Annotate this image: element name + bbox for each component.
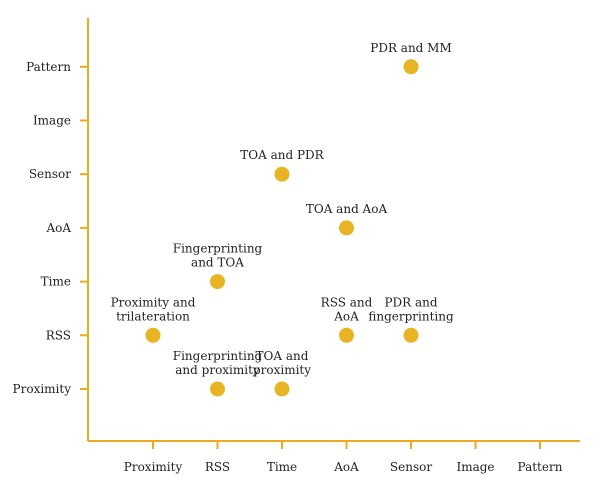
data-label: trilateration [116, 309, 190, 323]
data-point [210, 381, 225, 397]
data-point [339, 220, 354, 236]
x-tick-label: Time [267, 460, 297, 474]
x-tick-label: Sensor [390, 460, 432, 474]
y-tick-label: Image [33, 114, 71, 128]
data-label: AoA [333, 309, 359, 323]
x-tick-label: RSS [205, 460, 230, 474]
y-tick-label: Pattern [26, 60, 71, 74]
data-point [403, 59, 419, 75]
data-label: TOA and [256, 349, 309, 363]
axes: Proximity RSS Time AoA Sensor Image Pattern Pro… [13, 18, 580, 474]
data-point [339, 327, 354, 343]
y-tick-label: Proximity [13, 382, 72, 396]
data-label: proximity [253, 363, 311, 377]
x-tick-label: Pattern [518, 460, 563, 474]
data-point [145, 327, 161, 343]
data-label: PDR and MM [370, 41, 452, 55]
data-label: TOA and AoA [306, 202, 388, 216]
data-label: and proximity [175, 363, 260, 377]
y-tick-label: AoA [45, 221, 71, 235]
data-point [210, 274, 225, 290]
data-label: Fingerprinting [173, 349, 263, 363]
data-label: Fingerprinting [173, 242, 263, 256]
data-point [403, 327, 419, 343]
data-label: fingerprinting [368, 309, 454, 323]
x-tick-label: AoA [333, 460, 359, 474]
data-label: TOA and PDR [240, 148, 324, 162]
y-tick-label: Time [41, 275, 71, 289]
data-label: and TOA [191, 256, 244, 270]
data-label: RSS and [321, 295, 373, 309]
y-tick-label: Sensor [29, 167, 71, 181]
x-tick-label: Proximity [124, 460, 183, 474]
y-tick-label: RSS [46, 328, 71, 342]
data-point [274, 381, 290, 397]
x-tick-label: Image [456, 460, 494, 474]
data-label: Proximity and [111, 295, 196, 309]
data-point [274, 166, 290, 182]
data-label: PDR and [384, 295, 437, 309]
